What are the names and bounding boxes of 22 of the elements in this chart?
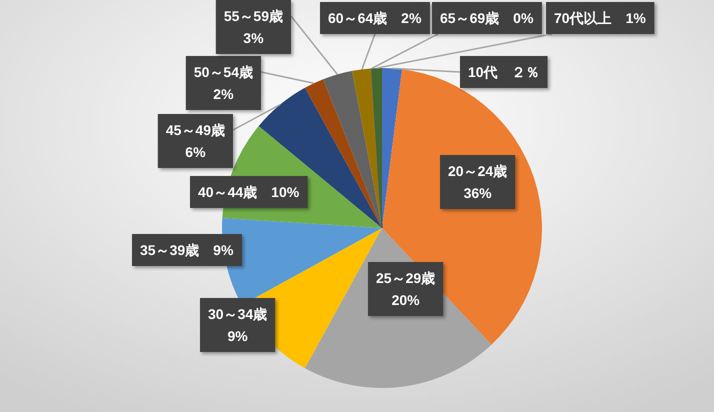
data-label: 10% [271,184,300,200]
slice-label: 50～54歳 [194,64,253,80]
data-label: ２％ [512,64,540,80]
data-label: 20% [392,292,420,308]
slice-label: 10代 [468,64,498,80]
slice-label: 35～39歳 [140,242,200,258]
slice-label: 25～29歳 [376,270,436,286]
data-label: 6% [185,144,206,160]
data-label: 2% [401,10,422,26]
data-label: 36% [464,185,492,201]
data-label: 9% [227,328,248,344]
slice-label: 70代以上 [554,10,612,26]
slice-label: 20～24歳 [448,163,508,179]
slice-label: 40～44歳 [198,184,258,200]
data-label: 2% [213,86,234,102]
slice-label: 60～64歳 [328,10,388,26]
data-label: 9% [213,242,234,258]
data-label: 3% [243,30,264,46]
slice-label: 30～34歳 [208,306,268,322]
slice-label: 45～49歳 [166,122,225,138]
slice-label: 55～59歳 [224,8,283,24]
data-label: 1% [626,10,646,26]
